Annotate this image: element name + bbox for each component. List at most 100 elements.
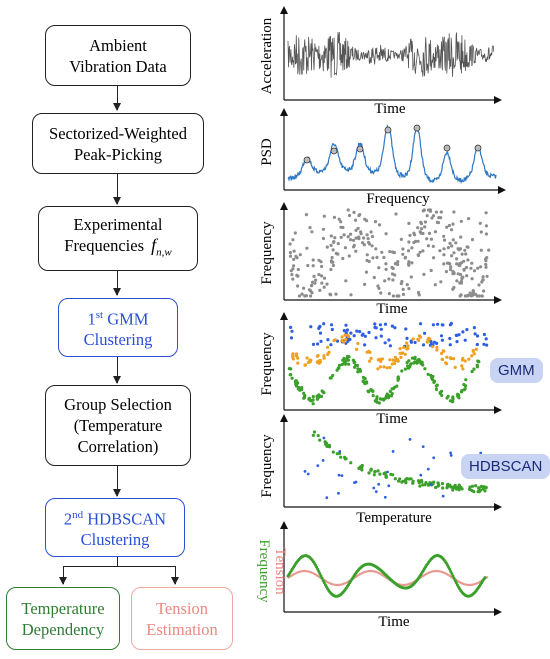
green-point <box>347 362 351 366</box>
green-point <box>369 388 373 392</box>
green-point <box>470 593 474 597</box>
green-point <box>418 359 422 363</box>
blue-point <box>440 323 444 327</box>
green-point <box>407 477 411 481</box>
orange-point <box>318 358 322 363</box>
grey-point <box>392 251 396 255</box>
grey-point <box>455 257 459 261</box>
blue-point <box>455 340 459 344</box>
grey-point <box>311 264 315 268</box>
orange-point <box>332 338 336 343</box>
grey-point <box>351 238 356 242</box>
grey-point <box>439 210 443 214</box>
green-point <box>358 567 361 571</box>
grey-point <box>367 240 371 245</box>
blue-point <box>329 323 334 327</box>
orange-point <box>291 352 295 356</box>
green-point <box>290 567 294 571</box>
green-point <box>311 402 315 406</box>
grey-point <box>391 266 395 271</box>
green-point <box>388 577 392 581</box>
green-point <box>441 557 445 561</box>
green-point <box>457 488 461 492</box>
green-point <box>384 474 388 478</box>
green-point <box>299 555 303 559</box>
green-point <box>460 389 464 393</box>
blue-point <box>360 333 364 337</box>
panel-frequency-time: Frequency Time <box>259 202 502 317</box>
grey-point <box>462 268 466 272</box>
fork-bar <box>63 566 175 568</box>
orange-point <box>393 361 397 365</box>
green-point <box>355 363 359 368</box>
psd-ylabel: PSD <box>259 138 275 166</box>
green-point <box>475 363 479 367</box>
green-point <box>432 480 436 484</box>
grey-point <box>426 208 431 212</box>
grey-point <box>427 231 432 235</box>
green-point <box>462 388 466 392</box>
green-point <box>390 392 394 396</box>
green-point <box>396 584 400 587</box>
blue-point <box>439 334 444 338</box>
grey-point <box>469 294 473 298</box>
grey-point <box>471 290 475 294</box>
grey-point <box>484 232 488 236</box>
grey-point <box>399 237 403 241</box>
grey-point <box>407 240 411 244</box>
grey-point <box>321 227 325 231</box>
green-point <box>436 481 440 485</box>
grey-point <box>346 235 350 239</box>
green-point <box>337 363 341 367</box>
green-point <box>378 397 382 401</box>
green-point <box>430 377 435 382</box>
orange-point <box>395 357 399 361</box>
green-point <box>363 381 367 385</box>
green-point <box>434 387 439 391</box>
acceleration-signal <box>287 31 495 78</box>
green-point <box>331 373 335 378</box>
orange-point <box>428 337 432 341</box>
orange-point <box>306 360 311 365</box>
green-point <box>426 483 431 487</box>
blue-point <box>475 342 479 347</box>
grey-point <box>412 233 417 237</box>
green-point <box>307 396 311 400</box>
green-point <box>397 479 401 483</box>
green-point <box>406 586 410 590</box>
grey-point <box>421 249 425 253</box>
green-point <box>326 587 330 591</box>
orange-point <box>461 358 465 362</box>
green-point <box>417 357 421 362</box>
grey-point <box>477 294 481 298</box>
blue-point <box>374 490 378 493</box>
grey-point <box>357 214 361 218</box>
grey-point <box>416 226 420 230</box>
experimental-frequencies-box: Experimental Frequencies fn,w <box>38 206 198 271</box>
grey-point <box>464 265 468 270</box>
gmm-title: 1st GMM <box>87 308 149 329</box>
grey-point <box>303 294 307 298</box>
grey-point <box>475 294 479 298</box>
green-point <box>459 486 463 490</box>
grey-point <box>314 278 318 282</box>
grey-point <box>347 254 351 258</box>
green-point <box>451 485 455 489</box>
ambient-vibration-label: Ambient Vibration Data <box>69 35 167 76</box>
blue-point <box>340 340 344 344</box>
green-point <box>445 486 449 490</box>
green-point <box>361 379 365 383</box>
grey-point <box>322 276 327 280</box>
green-point <box>442 558 446 562</box>
green-point <box>327 589 331 592</box>
orange-point <box>399 355 403 359</box>
grey-point <box>401 292 406 296</box>
grey-point <box>459 235 463 239</box>
grey-point <box>302 286 306 290</box>
grey-point <box>339 220 343 224</box>
green-point <box>355 569 359 573</box>
green-point <box>343 362 348 366</box>
arrow-5 <box>111 466 123 497</box>
green-point <box>311 398 315 402</box>
arrow-4 <box>111 357 123 384</box>
